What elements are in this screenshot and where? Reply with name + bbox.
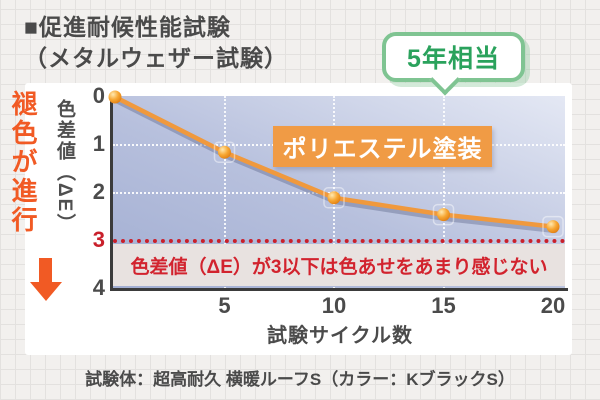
y-tick-label: 4 [92, 275, 105, 300]
x-tick-label: 10 [321, 293, 347, 318]
down-arrow-icon-head [30, 282, 62, 301]
y-axis-title: 色差値（ΔE） [54, 99, 75, 235]
fade-progress-label: 褪色が進行 [8, 90, 38, 235]
data-line-shadow [114, 98, 558, 234]
page-title: ■促進耐候性能試験 （メタルウェザー試験） [24, 12, 288, 74]
v-gridline [223, 96, 226, 289]
y-tick-label: 0 [92, 83, 105, 108]
x-tick-label: 20 [540, 293, 566, 318]
marker-halo [213, 141, 236, 163]
series-label-box: ポリエステル塗装 [273, 126, 492, 167]
down-arrow-icon [39, 258, 52, 283]
y-tick-label: 3 [92, 227, 105, 252]
marker-halo [432, 203, 455, 226]
plot-area: 色差値（ΔE）が3以下は色あせをあまり感じない ポリエステル塗装 [108, 90, 565, 289]
threshold-note-text: 色差値（ΔE）が3以下は色あせをあまり感じない [130, 256, 548, 278]
data-point-marker [327, 191, 341, 205]
threshold-line [113, 239, 565, 243]
data-point-marker [218, 145, 231, 159]
marker-halo [542, 215, 564, 238]
page-title-line2: （メタルウェザー試験） [24, 45, 288, 71]
h-gridline [113, 192, 565, 194]
data-point-marker [108, 90, 122, 104]
series-label-text: ポリエステル塗装 [282, 136, 483, 163]
x-tick-label: 15 [431, 293, 456, 318]
data-line-layer [108, 90, 564, 238]
page-title-line1: ■促進耐候性能試験 [24, 14, 231, 40]
chart-panel: 色差値（ΔE）が3以下は色あせをあまり感じない ポリエステル塗装 色差値（ΔE）… [25, 83, 572, 355]
marker-halo [323, 187, 345, 209]
annotation-bubble-label: 5年相当 [407, 45, 500, 73]
y-tick-label: 1 [92, 131, 105, 156]
y-tick-label: 2 [92, 179, 105, 204]
specimen-caption: 試験体：超高耐久 横暖ルーフS（カラー：KブラックS） [85, 370, 515, 389]
annotation-bubble: 5年相当 [382, 32, 525, 96]
x-axis-line [110, 288, 568, 291]
v-gridline [442, 96, 445, 289]
x-axis-title: 試験サイクル数 [267, 325, 413, 347]
y-axis-line [110, 95, 113, 291]
data-point-marker [546, 220, 560, 234]
data-point-marker [437, 208, 450, 222]
threshold-note-band: 色差値（ΔE）が3以下は色あせをあまり感じない [113, 244, 565, 286]
x-tick-label: 5 [218, 293, 231, 318]
